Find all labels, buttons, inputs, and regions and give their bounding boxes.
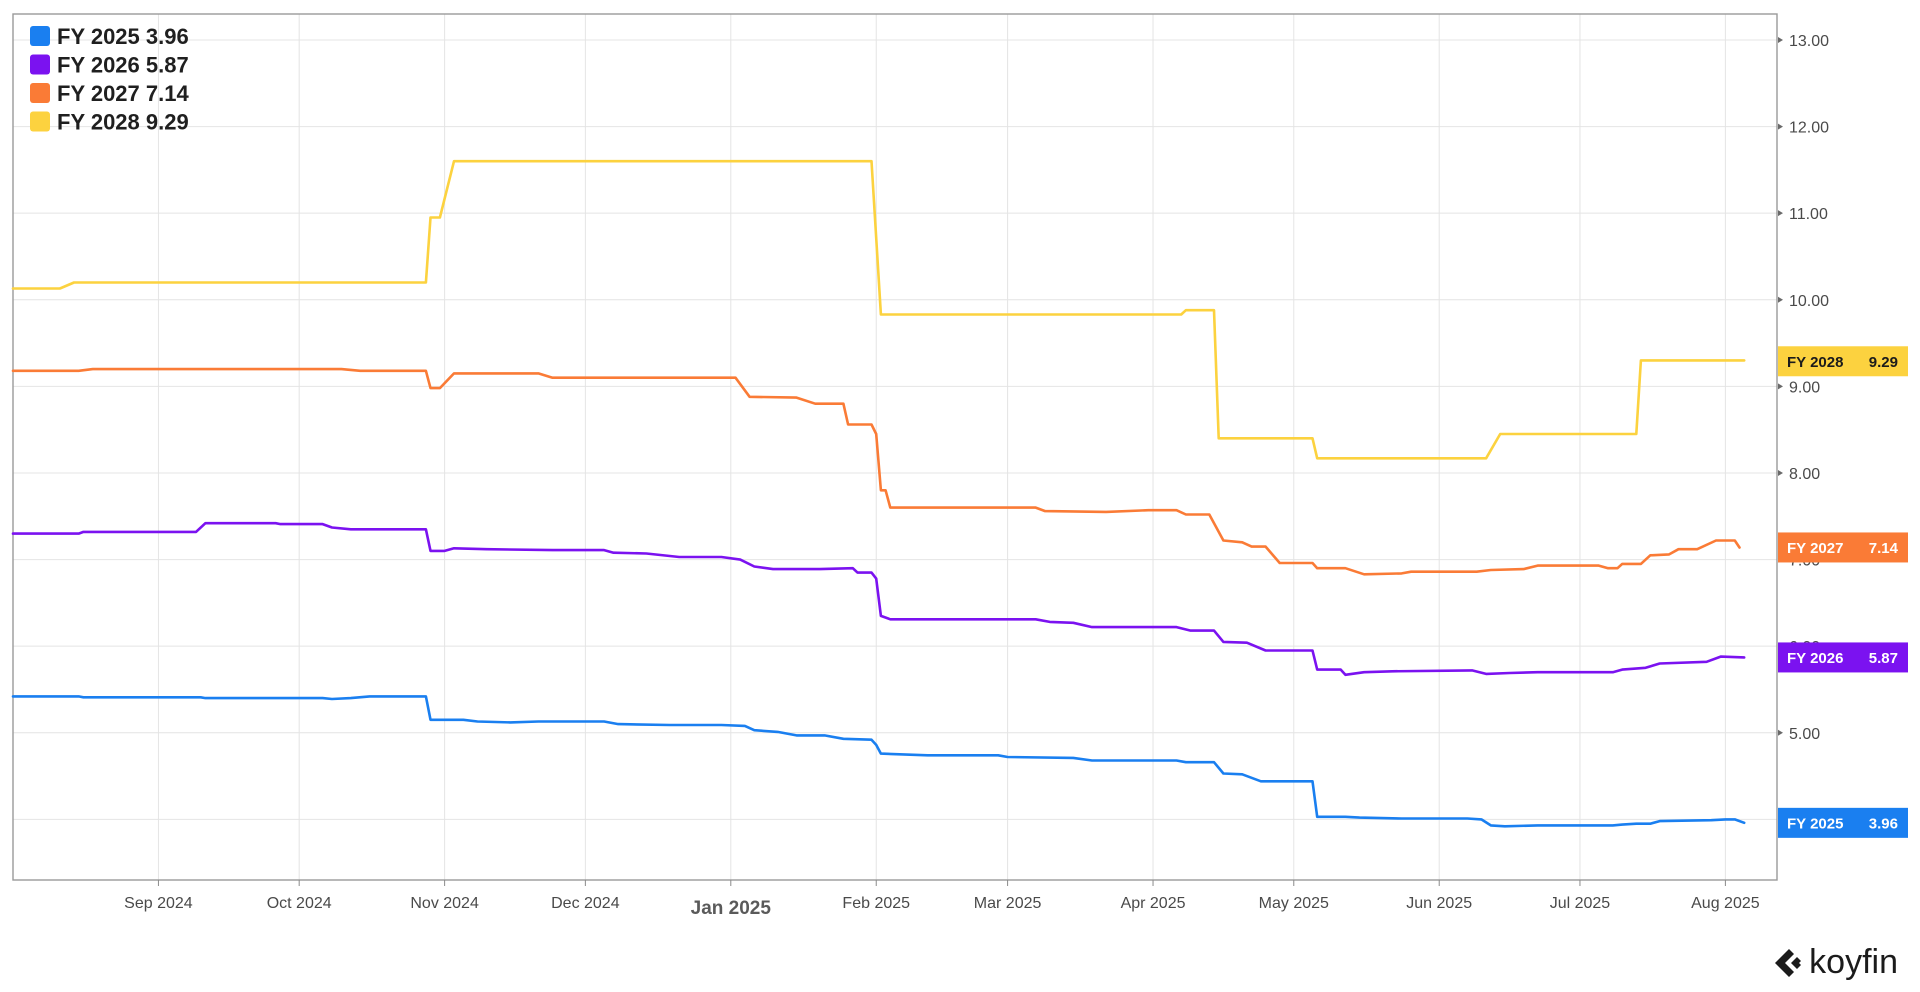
legend-label: FY 2025 3.96	[57, 24, 189, 49]
x-tick-label: Mar 2025	[974, 895, 1042, 912]
badge-series-name: FY 2027	[1787, 540, 1843, 557]
legend-item-fy-2026[interactable]: FY 2026 5.87	[30, 53, 189, 78]
badge-background	[1778, 532, 1908, 563]
legend-swatch	[30, 54, 50, 75]
x-tick-label: Apr 2025	[1121, 895, 1186, 912]
badge-background	[1778, 642, 1908, 673]
y-tick-mark	[1778, 296, 1783, 303]
badge-value: 7.14	[1869, 540, 1899, 557]
last-value-badge-fy-2025: FY 2025 3.96	[1778, 807, 1908, 838]
plot-frame	[12, 13, 1778, 881]
last-value-badge-fy-2027: FY 2027 7.14	[1778, 532, 1908, 563]
x-tick-label: Jun 2025	[1406, 895, 1472, 912]
y-tick-label: 9.00	[1789, 379, 1820, 396]
badge-value: 9.29	[1869, 354, 1898, 371]
series-line-fy-2027[interactable]	[11, 367, 1741, 576]
last-value-badges: FY 2028 9.29 FY 2027 7.14 FY 2026 5.87 FY 2025…	[1778, 346, 1908, 838]
y-tick-label: 13.00	[1789, 33, 1829, 50]
brand-name: koyfin	[1809, 943, 1898, 981]
y-axis: 4.005.006.007.008.009.0010.0011.0012.001…	[1778, 33, 1829, 829]
koyfin-logo-icon	[1775, 948, 1802, 977]
x-tick-label: Jul 2025	[1550, 895, 1611, 912]
legend-item-fy-2025[interactable]: FY 2025 3.96	[30, 24, 189, 49]
koyfin-brand[interactable]: koyfin	[1769, 943, 1898, 982]
legend-swatch	[30, 83, 50, 103]
x-tick-label: Dec 2024	[551, 895, 620, 912]
y-tick-mark	[1778, 36, 1783, 43]
badge-series-name: FY 2028	[1787, 354, 1843, 371]
y-tick-mark	[1778, 383, 1783, 390]
x-tick-label: Nov 2024	[410, 895, 479, 912]
legend[interactable]: FY 2025 3.96 FY 2026 5.87 FY 2027 7.14 FY 2…	[30, 24, 189, 135]
x-axis: Sep 2024 Oct 2024 Nov 2024 Dec 2024 Jan 2025…	[124, 880, 1760, 919]
series-line-fy-2026[interactable]	[11, 521, 1746, 677]
series-line-fy-2028[interactable]	[11, 159, 1746, 460]
badge-value: 5.87	[1869, 650, 1898, 667]
legend-item-fy-2027[interactable]: FY 2027 7.14	[30, 81, 189, 106]
badge-value: 3.96	[1869, 815, 1898, 832]
legend-swatch	[30, 111, 50, 132]
legend-label: FY 2027 7.14	[57, 81, 189, 106]
x-tick-label: Jan 2025	[691, 898, 772, 919]
y-tick-label: 12.00	[1789, 120, 1829, 137]
y-tick-label: 5.00	[1789, 726, 1820, 743]
series-lines	[11, 159, 1746, 828]
legend-label: FY 2028 9.29	[57, 110, 189, 135]
y-tick-mark	[1778, 729, 1783, 736]
series-line-fy-2025[interactable]	[11, 695, 1746, 828]
legend-label: FY 2026 5.87	[57, 53, 189, 78]
x-tick-label: Aug 2025	[1691, 895, 1760, 912]
y-tick-mark	[1778, 123, 1783, 130]
y-tick-label: 11.00	[1789, 206, 1828, 223]
y-tick-label: 10.00	[1789, 293, 1829, 310]
badge-series-name: FY 2025	[1787, 815, 1843, 832]
legend-item-fy-2028[interactable]: FY 2028 9.29	[30, 110, 189, 135]
badge-series-name: FY 2026	[1787, 650, 1843, 667]
last-value-badge-fy-2026: FY 2026 5.87	[1778, 642, 1908, 673]
badge-background	[1778, 807, 1908, 838]
x-tick-label: May 2025	[1259, 895, 1329, 912]
badge-background	[1778, 346, 1908, 377]
last-value-badge-fy-2028: FY 2028 9.29	[1778, 346, 1908, 377]
x-tick-label: Oct 2024	[267, 895, 332, 912]
grid-lines	[13, 14, 1777, 880]
y-tick-mark	[1778, 469, 1783, 476]
legend-swatch	[30, 26, 50, 46]
x-tick-label: Feb 2025	[842, 895, 910, 912]
y-tick-label: 8.00	[1789, 466, 1820, 483]
x-tick-label: Sep 2024	[124, 895, 193, 912]
y-tick-mark	[1778, 210, 1783, 217]
